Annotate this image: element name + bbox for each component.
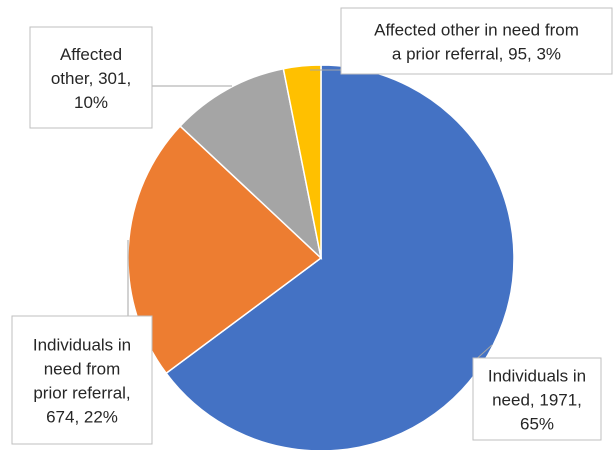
data-label-individuals-in-need: Individuals in need, 1971, 65% [472, 357, 602, 441]
data-label-line: need from [44, 360, 121, 379]
data-label-line: 674, 22% [46, 408, 118, 427]
data-label-line: 10% [74, 93, 108, 112]
data-label-line: other, 301, [51, 69, 131, 88]
data-label-line: need, 1971, [492, 391, 582, 410]
data-label-box [29, 26, 153, 129]
data-label-line: a prior referral, 95, 3% [392, 45, 561, 64]
data-label-line: Affected other in need from [374, 21, 579, 40]
data-label-individuals-in-need-from-prior-referral: Individuals in need from prior referral, 67… [11, 315, 153, 445]
data-label-line: Affected [60, 45, 122, 64]
data-label-line: 65% [520, 415, 554, 434]
pie-slice-affected-other [179, 67, 323, 261]
data-label-box [340, 7, 613, 75]
data-label-box [11, 315, 153, 445]
data-label-line: Individuals in [488, 367, 586, 386]
leader-lines [127, 69, 493, 363]
pie-slice-affected-other-in-need-from-a-prior-referral [282, 64, 322, 259]
data-label-line: prior referral, [33, 384, 130, 403]
pie-slices [127, 64, 515, 450]
pie-slice-individuals-in-need [165, 64, 515, 450]
data-label-affected-other: Affected other, 301, 10% [29, 26, 153, 129]
data-label-affected-other-in-need-from-a-prior-referral: Affected other in need from a prior refer… [340, 7, 613, 75]
data-label-line: Individuals in [33, 336, 131, 355]
data-label-box [472, 357, 602, 441]
